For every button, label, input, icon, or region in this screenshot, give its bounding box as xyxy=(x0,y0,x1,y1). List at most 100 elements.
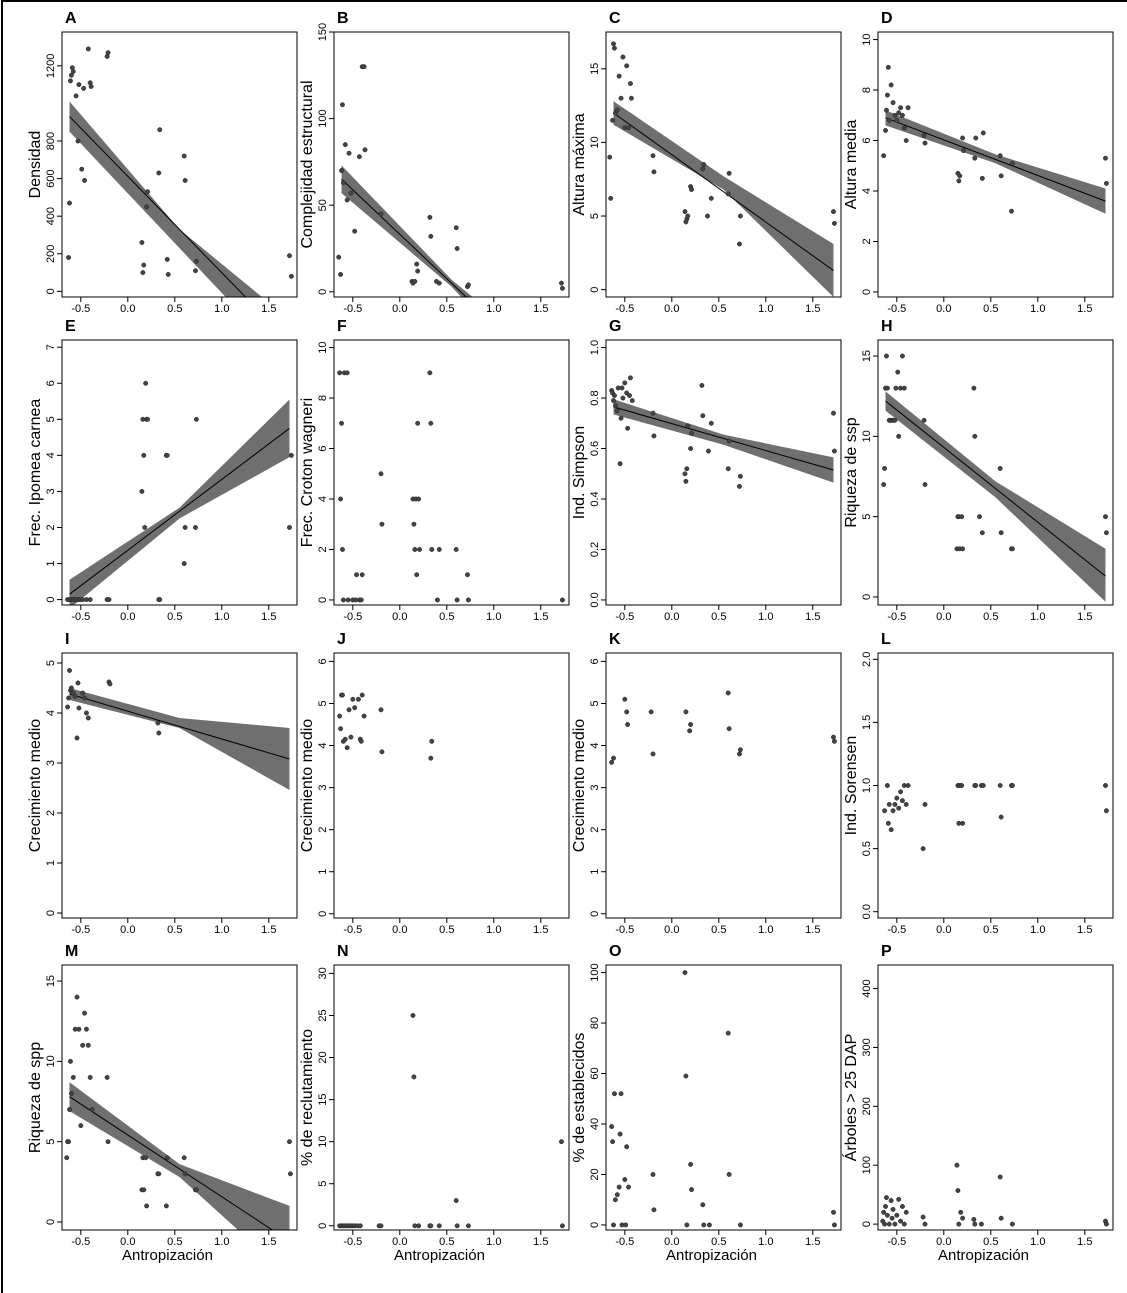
data-point xyxy=(340,180,346,186)
x-tick-label: 1.0 xyxy=(486,611,501,623)
confidence-band xyxy=(69,1082,290,1230)
data-point xyxy=(888,1198,894,1204)
panel-h: H -0.5 0.0 0.5 1.0 1.5 0 5 10 15 Riqueza de ssp xyxy=(843,318,1114,623)
data-point xyxy=(884,385,890,391)
data-point xyxy=(894,1212,900,1218)
data-point xyxy=(886,801,892,807)
data-point xyxy=(700,166,706,172)
x-tick-label: 1.0 xyxy=(1030,1236,1045,1248)
data-point xyxy=(143,1155,149,1161)
x-tick-label: 1.5 xyxy=(261,611,276,623)
y-axis-label: Riqueza de spp xyxy=(27,1042,44,1153)
data-point xyxy=(340,102,345,108)
data-point xyxy=(625,722,631,727)
data-point xyxy=(705,213,710,219)
data-point xyxy=(417,547,422,552)
data-point xyxy=(157,127,163,133)
data-point xyxy=(88,84,94,89)
y-tick-label: 5 xyxy=(45,660,57,666)
x-tick-label: 1.5 xyxy=(533,611,548,623)
x-tick-label: 1.0 xyxy=(214,924,229,936)
data-point xyxy=(831,734,836,740)
panel-f: F -0.5 0.0 0.5 1.0 1.5 0 2 4 6 8 10 Frec. Croton wag… xyxy=(299,318,570,623)
data-point xyxy=(611,755,616,761)
x-tick-label: 0.0 xyxy=(936,1236,951,1248)
x-tick-label: -0.5 xyxy=(887,611,906,623)
data-point xyxy=(348,190,354,196)
data-point xyxy=(611,398,616,404)
data-point xyxy=(181,561,187,566)
data-point xyxy=(145,416,150,422)
data-point xyxy=(1009,783,1015,788)
data-point xyxy=(894,795,900,801)
y-tick-label: 1.5 xyxy=(861,715,873,730)
panel-letter: H xyxy=(881,318,893,335)
data-point xyxy=(559,597,565,603)
regression-line xyxy=(885,400,1106,577)
data-point xyxy=(831,410,836,416)
panel-o: O -0.5 0.0 0.5 1.0 1.5 0 20 40 60 80 100 % de establ… xyxy=(571,943,842,1264)
y-tick-label: 100 xyxy=(861,1156,873,1174)
x-tick-label: 1.5 xyxy=(533,303,548,315)
y-tick-label: 2 xyxy=(589,827,601,833)
data-point xyxy=(626,125,632,131)
data-point xyxy=(453,1198,459,1204)
data-point xyxy=(342,736,348,742)
data-point xyxy=(921,417,927,423)
y-tick-label: 5 xyxy=(861,514,873,520)
data-point xyxy=(899,798,905,804)
data-point xyxy=(684,1222,690,1228)
panel-k: K -0.5 0.0 0.5 1.0 1.5 0 1 2 3 4 5 6 Crecimiento medi… xyxy=(571,631,842,936)
y-tick-label: 6 xyxy=(589,658,601,664)
data-point xyxy=(890,1206,896,1212)
y-tick-label: 8 xyxy=(861,87,873,93)
data-point xyxy=(706,448,711,454)
data-point xyxy=(620,54,626,60)
data-point xyxy=(611,1222,616,1228)
data-point xyxy=(74,735,80,741)
x-tick-label: 1.5 xyxy=(261,303,276,315)
data-point xyxy=(344,370,350,376)
data-point xyxy=(164,452,170,458)
y-tick-label: 3 xyxy=(45,760,57,766)
data-point xyxy=(726,170,732,176)
data-point xyxy=(892,112,898,118)
data-point xyxy=(610,117,616,123)
data-point xyxy=(980,783,986,788)
data-point xyxy=(954,1162,960,1168)
data-point xyxy=(737,483,742,489)
data-point xyxy=(67,1107,72,1112)
data-point xyxy=(610,1139,616,1145)
data-point xyxy=(72,694,78,699)
data-point xyxy=(901,385,907,391)
data-point xyxy=(997,466,1003,471)
data-point xyxy=(627,81,633,86)
data-point xyxy=(287,1171,293,1177)
x-tick-label: 1.5 xyxy=(533,924,548,936)
y-tick-label: 100 xyxy=(317,109,329,127)
y-tick-label: 1.0 xyxy=(589,340,601,355)
data-point xyxy=(905,783,911,788)
x-tick-label: 1.0 xyxy=(758,303,773,315)
panel-letter: G xyxy=(609,318,621,335)
data-point xyxy=(682,209,688,215)
data-point xyxy=(78,1123,84,1129)
panel-letter: I xyxy=(65,631,69,648)
regression-line xyxy=(69,116,247,297)
data-point xyxy=(882,466,888,471)
data-point xyxy=(972,433,978,439)
data-point xyxy=(896,1196,902,1202)
regression-line xyxy=(69,427,290,595)
y-tick-label: 2.0 xyxy=(861,652,873,667)
x-tick-label: 1.5 xyxy=(1077,303,1092,315)
data-point xyxy=(428,1223,434,1229)
y-tick-label: 0 xyxy=(589,1222,601,1228)
data-point xyxy=(340,597,346,603)
data-point xyxy=(612,1091,617,1097)
data-point xyxy=(882,808,888,814)
x-tick-label: 0.5 xyxy=(983,1236,998,1248)
y-tick-label: 100 xyxy=(589,963,601,981)
data-point xyxy=(1103,1221,1109,1227)
data-point xyxy=(339,168,344,174)
regression-line xyxy=(613,112,834,271)
